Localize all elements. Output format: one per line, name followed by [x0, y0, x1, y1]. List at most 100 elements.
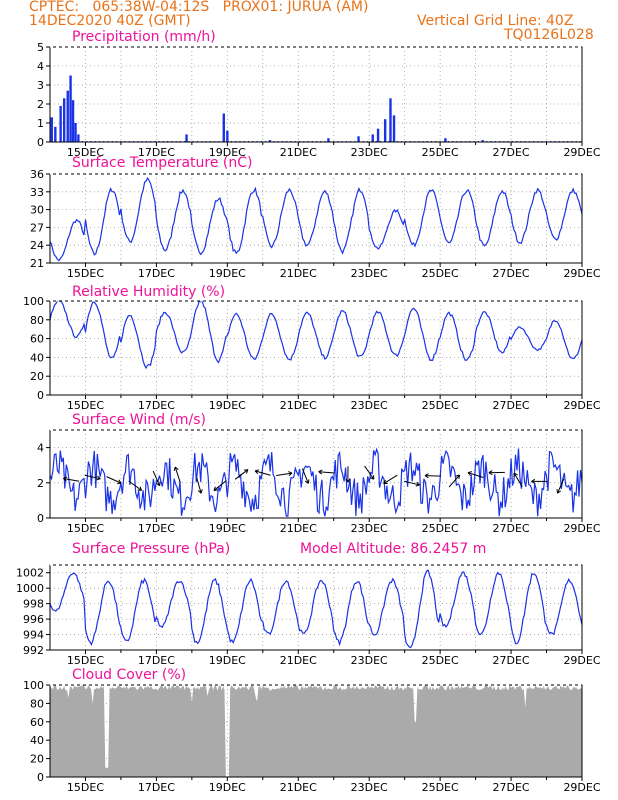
- precip-bar: [54, 126, 57, 142]
- wind-arrow-head: [254, 469, 260, 475]
- wind-arrow: [213, 480, 227, 491]
- y-tick-label: 5: [37, 41, 44, 54]
- panel-title: Surface Wind (m/s): [72, 412, 206, 428]
- x-tick-label: 27DEC: [493, 399, 530, 412]
- precip-bar: [66, 90, 69, 142]
- wind-arrow: [513, 472, 523, 488]
- y-tick-label: 998: [23, 598, 44, 611]
- wind-arrow: [254, 470, 271, 476]
- precip-bar: [185, 134, 188, 142]
- x-tick-label: 17DEC: [138, 654, 175, 667]
- header-model-code: TQ0126L028: [504, 27, 594, 43]
- wind-arrow-head: [455, 474, 461, 480]
- precip-bar: [357, 136, 360, 142]
- precip-bar: [389, 98, 392, 142]
- header-date: 14DEC2020 40Z (GMT): [29, 13, 191, 29]
- wind-arrow: [403, 480, 420, 486]
- x-tick-label: 27DEC: [493, 781, 530, 794]
- panel-5: 992 994 996 998 1000 1002 15DEC 17DEC 19DEC 21DEC…: [16, 541, 601, 667]
- y-tick-label: 1: [37, 117, 44, 130]
- precip-bar: [62, 98, 66, 142]
- y-tick-label: 33: [30, 186, 44, 199]
- x-tick-label: 25DEC: [422, 654, 459, 667]
- wind-arrow-head: [173, 466, 179, 471]
- x-tick-label: 23DEC: [351, 781, 388, 794]
- precip-bar: [327, 138, 330, 142]
- wind-arrow: [84, 474, 101, 480]
- y-tick-label: 40: [30, 734, 44, 747]
- precip-bar: [71, 100, 75, 142]
- x-tick-label: 17DEC: [138, 146, 175, 159]
- series-line: [49, 176, 583, 262]
- x-tick-label: 21DEC: [280, 267, 317, 280]
- x-tick-label: 19DEC: [209, 522, 246, 535]
- cloud-cover-area: [50, 685, 582, 777]
- x-tick-label: 15DEC: [67, 146, 104, 159]
- y-tick-label: 20: [30, 753, 44, 766]
- wind-arrow-head: [213, 486, 219, 491]
- y-tick-label: 1002: [16, 567, 44, 580]
- wind-arrow: [63, 478, 80, 482]
- y-tick-label: 2: [37, 477, 44, 490]
- x-tick-label: 21DEC: [280, 146, 317, 159]
- precip-bar: [74, 123, 77, 142]
- y-tick-label: 40: [30, 351, 44, 364]
- wind-arrow-head: [63, 476, 68, 482]
- x-tick-label: 27DEC: [493, 654, 530, 667]
- wind-arrow: [276, 472, 293, 477]
- wind-arrow-head: [369, 475, 375, 480]
- x-tick-label: 19DEC: [209, 781, 246, 794]
- wind-arrow: [196, 477, 202, 494]
- panel-annotation: Model Altitude: 86.2457 m: [300, 541, 486, 557]
- x-tick-label: 17DEC: [138, 522, 175, 535]
- wind-arrow-head: [156, 481, 161, 487]
- y-tick-label: 30: [30, 204, 44, 217]
- wind-arrow-head: [424, 473, 429, 479]
- x-tick-label: 15DEC: [67, 522, 104, 535]
- x-tick-label: 29DEC: [563, 654, 600, 667]
- x-tick-label: 21DEC: [280, 654, 317, 667]
- y-tick-label: 3: [37, 79, 44, 92]
- wind-arrow-head: [243, 469, 249, 474]
- panel-title: Cloud Cover (%): [72, 667, 186, 683]
- y-tick-label: 992: [23, 644, 44, 657]
- x-tick-label: 15DEC: [67, 781, 104, 794]
- y-tick-label: 27: [30, 221, 44, 234]
- x-tick-label: 29DEC: [563, 399, 600, 412]
- panel-6: 0 20 40 60 80 100 15DEC 17DEC 19DEC 21DEC 23DEC 25D…: [23, 667, 601, 794]
- x-tick-label: 25DEC: [422, 522, 459, 535]
- wind-arrow: [448, 474, 460, 488]
- panel-1: 0 1 2 3 4 5 15DEC 17DEC 19DEC 21DEC 23DEC 25DEC 27DE…: [37, 29, 601, 159]
- wind-arrow-head: [467, 471, 472, 476]
- x-tick-label: 19DEC: [209, 399, 246, 412]
- wind-arrow: [301, 468, 309, 484]
- x-tick-label: 23DEC: [351, 267, 388, 280]
- wind-arrow-head: [137, 486, 143, 491]
- y-tick-label: 100: [23, 679, 44, 692]
- y-tick-label: 100: [23, 295, 44, 308]
- wind-arrow-head: [117, 479, 122, 485]
- wind-arrow-head: [556, 489, 562, 494]
- precip-bar: [50, 117, 53, 142]
- wind-arrow: [128, 480, 142, 491]
- wind-arrow: [174, 466, 181, 483]
- wind-arrow-head: [513, 472, 518, 478]
- precip-bar: [383, 119, 387, 142]
- precip-bar: [69, 75, 72, 142]
- x-tick-label: 27DEC: [493, 146, 530, 159]
- panel-title: Precipitation (mm/h): [72, 29, 216, 45]
- wind-arrow: [425, 475, 442, 477]
- panel-title: Surface Pressure (hPa): [72, 541, 230, 557]
- precip-bar: [222, 113, 225, 142]
- wind-arrow-head: [288, 471, 293, 477]
- y-tick-label: 80: [30, 314, 44, 327]
- wind-arrow-head: [383, 479, 388, 485]
- wind-line: [49, 447, 583, 517]
- x-tick-label: 15DEC: [67, 654, 104, 667]
- y-tick-label: 2: [37, 98, 44, 111]
- precip-bar: [376, 128, 380, 142]
- x-tick-label: 29DEC: [563, 267, 600, 280]
- y-tick-label: 4: [37, 60, 44, 73]
- x-tick-label: 17DEC: [138, 399, 175, 412]
